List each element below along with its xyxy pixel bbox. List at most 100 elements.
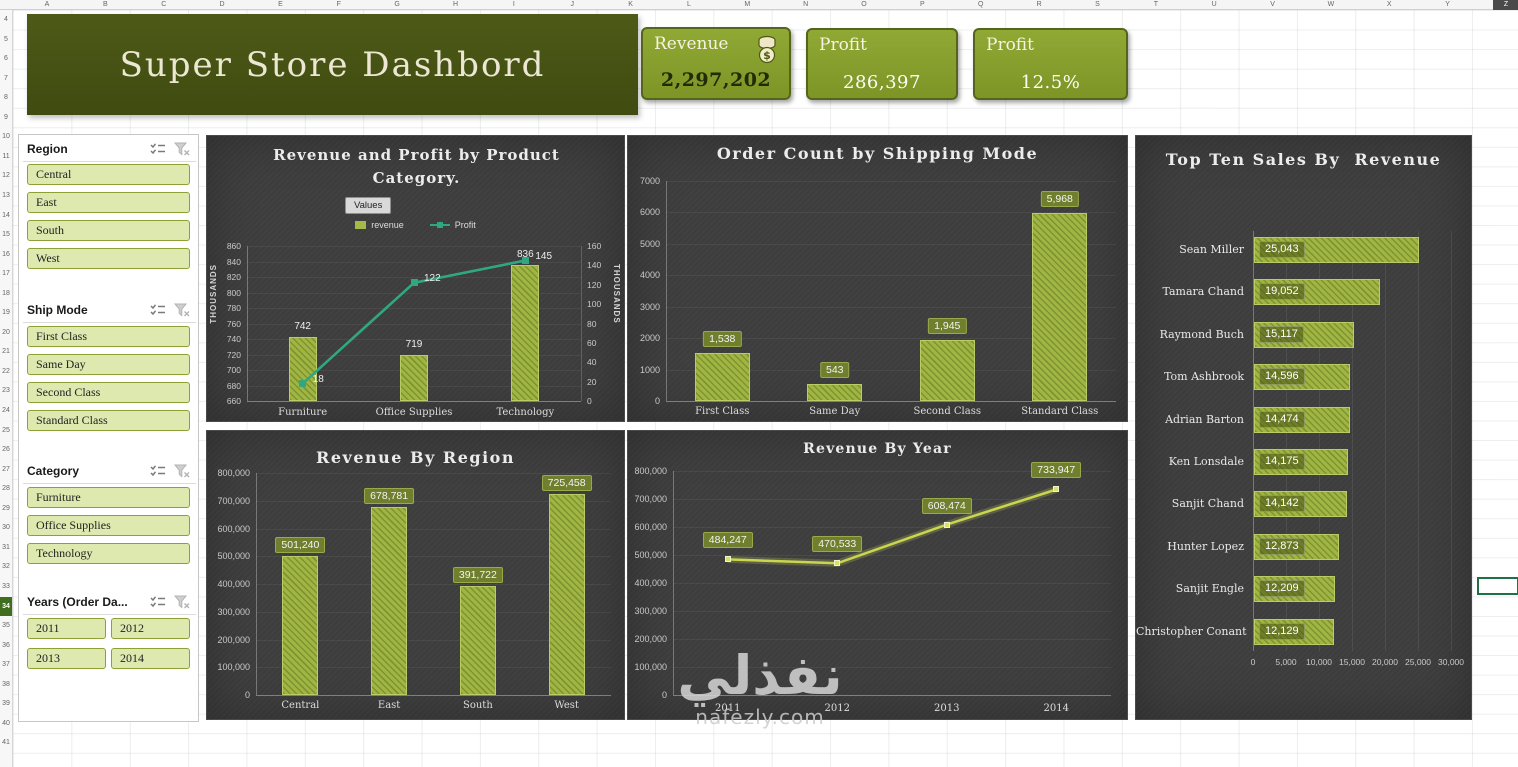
- row-header-16[interactable]: 16: [2, 250, 10, 258]
- row-header-32[interactable]: 32: [2, 563, 10, 571]
- row-header-15[interactable]: 15: [2, 231, 10, 239]
- row-header-10[interactable]: 10: [2, 133, 10, 141]
- row-header-40[interactable]: 40: [2, 719, 10, 727]
- column-header-k[interactable]: K: [628, 1, 633, 8]
- column-header-q[interactable]: Q: [978, 1, 984, 8]
- row-header-34[interactable]: 34: [0, 596, 12, 616]
- multi-select-button[interactable]: [150, 595, 168, 611]
- row-header-30[interactable]: 30: [2, 524, 10, 532]
- column-header-r[interactable]: R: [1036, 1, 1042, 8]
- kpi-card-2-profit[interactable]: Profit 12.5%: [973, 28, 1128, 100]
- values-field-button[interactable]: Values: [345, 197, 392, 214]
- column-header-v[interactable]: V: [1270, 1, 1275, 8]
- row-header-18[interactable]: 18: [2, 289, 10, 297]
- active-cell[interactable]: [1477, 577, 1518, 595]
- slicer-item-second-class[interactable]: Second Class: [27, 382, 190, 403]
- slicer-item-standard-class[interactable]: Standard Class: [27, 410, 190, 431]
- multi-select-button[interactable]: [150, 303, 168, 319]
- row-header-4[interactable]: 4: [4, 16, 8, 23]
- column-header-n[interactable]: N: [803, 1, 809, 8]
- slicer-item-south[interactable]: South: [27, 220, 190, 241]
- slicer-item-same-day[interactable]: Same Day: [27, 354, 190, 375]
- row-header-5[interactable]: 5: [4, 35, 8, 43]
- column-header-g[interactable]: G: [394, 1, 400, 8]
- row-header-38[interactable]: 38: [2, 680, 10, 688]
- chart-order-count-by-shipping-mode[interactable]: Order Count by Shipping Mode 0 1000 2000 300…: [627, 135, 1128, 422]
- kpi-card-0-revenue[interactable]: Revenue 2,297,202 $: [641, 27, 791, 100]
- clear-filter-button[interactable]: [174, 142, 192, 158]
- column-header-t[interactable]: T: [1153, 1, 1158, 8]
- column-header-j[interactable]: J: [570, 1, 574, 8]
- slicer-item-2012[interactable]: 2012: [111, 618, 190, 639]
- row-header-20[interactable]: 20: [2, 328, 10, 336]
- slicer-item-technology[interactable]: Technology: [27, 543, 190, 564]
- column-header-i[interactable]: I: [512, 1, 515, 8]
- row-header-33[interactable]: 33: [2, 582, 10, 590]
- row-header-26[interactable]: 26: [2, 446, 10, 454]
- column-header-a[interactable]: A: [44, 1, 50, 8]
- kpi-card-1-profit[interactable]: Profit 286,397: [806, 28, 958, 100]
- slicer-item-2014[interactable]: 2014: [111, 648, 190, 669]
- left-tick-label: 800: [226, 287, 241, 298]
- row-header-23[interactable]: 23: [2, 387, 10, 395]
- column-header-e[interactable]: E: [278, 1, 283, 8]
- column-header-c[interactable]: C: [161, 1, 167, 8]
- column-header-m[interactable]: M: [744, 1, 751, 8]
- row-header-6[interactable]: 6: [4, 55, 8, 63]
- column-header-d[interactable]: D: [219, 1, 225, 8]
- chart-top-ten-sales-by-revenue[interactable]: Top Ten Sales By Revenue 0 5,000 10,000 15,0…: [1135, 135, 1472, 720]
- row-header-35[interactable]: 35: [2, 622, 10, 630]
- right-axis-title: THOUSANDS: [612, 264, 621, 324]
- column-header-l[interactable]: L: [687, 1, 691, 8]
- row-header-25[interactable]: 25: [2, 426, 10, 434]
- slicer-item-central[interactable]: Central: [27, 164, 190, 185]
- row-header-27[interactable]: 27: [2, 465, 10, 473]
- row-header-36[interactable]: 36: [2, 641, 10, 649]
- row-header-11[interactable]: 11: [2, 152, 10, 160]
- row-header-8[interactable]: 8: [4, 94, 8, 102]
- column-header-y[interactable]: Y: [1445, 1, 1450, 8]
- row-header-9[interactable]: 9: [4, 113, 8, 121]
- chart-revenue-by-year[interactable]: Revenue By Year 0 100,000 200,000 300,000 400…: [627, 430, 1128, 720]
- column-header-x[interactable]: X: [1386, 1, 1392, 8]
- column-header-p[interactable]: P: [920, 1, 925, 8]
- chart-revenue-profit-by-category[interactable]: Revenue and Profit by Product Category. V…: [206, 135, 625, 422]
- row-header-37[interactable]: 37: [2, 661, 10, 669]
- slicer-item-2013[interactable]: 2013: [27, 648, 106, 669]
- chart-revenue-by-region[interactable]: Revenue By Region 0 100,000 200,000 300,000 4…: [206, 430, 625, 720]
- slicer-item-furniture[interactable]: Furniture: [27, 487, 190, 508]
- row-header-24[interactable]: 24: [2, 407, 10, 414]
- row-header-41[interactable]: 41: [2, 739, 10, 747]
- clear-filter-button[interactable]: [174, 464, 192, 480]
- column-header-o[interactable]: O: [861, 1, 867, 8]
- multi-select-button[interactable]: [150, 464, 168, 480]
- multi-select-button[interactable]: [150, 142, 168, 158]
- column-header-w[interactable]: W: [1327, 1, 1335, 8]
- column-header-b[interactable]: B: [103, 1, 108, 8]
- column-header-h[interactable]: H: [452, 1, 459, 8]
- row-header-39[interactable]: 39: [2, 700, 10, 708]
- row-header-19[interactable]: 19: [2, 309, 10, 317]
- row-header-17[interactable]: 17: [2, 270, 10, 278]
- row-header-28[interactable]: 28: [2, 485, 10, 493]
- slicer-item-west[interactable]: West: [27, 248, 190, 269]
- row-header-22[interactable]: 22: [2, 367, 10, 375]
- row-header-29[interactable]: 29: [2, 504, 10, 512]
- column-header-f[interactable]: F: [336, 1, 341, 8]
- row-header-14[interactable]: 14: [2, 211, 10, 219]
- slicer-item-office-supplies[interactable]: Office Supplies: [27, 515, 190, 536]
- row-header-12[interactable]: 12: [2, 172, 10, 180]
- gridline: [673, 667, 1111, 668]
- column-header-u[interactable]: U: [1211, 1, 1217, 8]
- slicer-item-east[interactable]: East: [27, 192, 190, 213]
- slicer-item-first-class[interactable]: First Class: [27, 326, 190, 347]
- row-header-31[interactable]: 31: [2, 543, 10, 551]
- row-header-13[interactable]: 13: [2, 191, 10, 199]
- row-header-7[interactable]: 7: [4, 74, 8, 82]
- column-header-z[interactable]: Z: [1493, 0, 1518, 10]
- column-header-s[interactable]: S: [1095, 1, 1100, 8]
- row-header-21[interactable]: 21: [2, 348, 10, 356]
- clear-filter-button[interactable]: [174, 303, 192, 319]
- clear-filter-button[interactable]: [174, 595, 192, 611]
- slicer-item-2011[interactable]: 2011: [27, 618, 106, 639]
